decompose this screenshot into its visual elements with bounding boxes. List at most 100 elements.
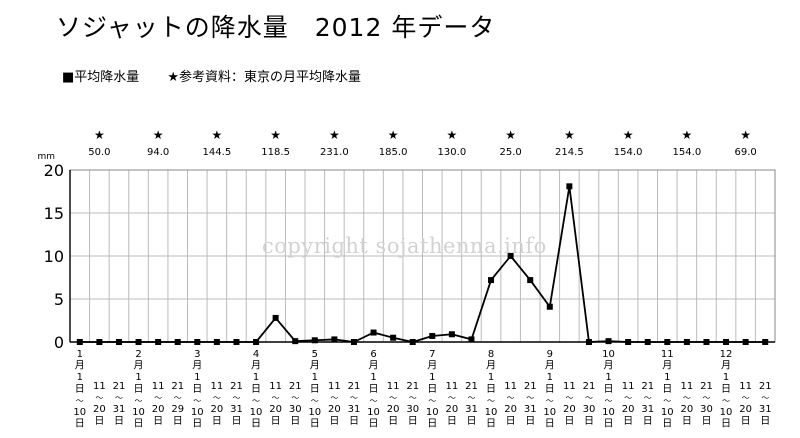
data-point [350,339,357,345]
data-point [625,339,632,345]
chart-title: ソジャットの降水量 2012 年データ [56,13,496,42]
x-tick-label: 21 〜 30 日 [406,381,419,427]
data-point [488,277,495,284]
legend-marker-square: ■ [62,70,75,85]
reference-star-icon: ★ [564,128,575,142]
x-tick-label: 21 〜 31 日 [465,381,478,427]
x-tick-label: 11 〜 20 日 [328,381,341,427]
data-point [546,303,553,310]
legend-label-average: 平均降水量 [74,70,140,85]
data-point [448,331,455,338]
reference-value: 185.0 [379,147,408,158]
y-tick-label: 10 [44,247,64,266]
data-point [468,336,475,343]
reference-star-icon: ★ [94,128,105,142]
data-point [135,339,142,345]
y-tick-label: 20 [44,161,64,180]
data-point [390,334,397,341]
x-tick-label: 11 〜 20 日 [269,381,282,427]
data-point [527,277,534,284]
reference-star-icon: ★ [505,128,516,142]
reference-star-icon: ★ [153,128,164,142]
reference-value: 231.0 [320,147,349,158]
reference-star-icon: ★ [329,128,340,142]
legend-marker-star: ★ [167,70,179,85]
x-tick-label: 21 〜 29 日 [171,381,184,427]
x-tick-label: 11 〜 20 日 [563,381,576,427]
data-point [213,339,220,345]
x-tick-label: 11 〜 20 日 [211,381,224,427]
reference-value: 214.5 [555,147,584,158]
x-tick-label: 21 〜 30 日 [289,381,302,427]
data-point [76,339,83,345]
y-tick-label: 0 [54,333,64,352]
x-tick-label: 2 月 1 日〜 10 日 [132,349,145,430]
data-point [272,314,279,321]
x-tick-label: 11 〜 20 日 [152,381,165,427]
data-point [253,339,260,345]
reference-star-icon: ★ [388,128,399,142]
x-tick-label: 11 月 1 日〜 10 日 [661,349,674,430]
x-tick-label: 4 月 1 日〜 10 日 [250,349,263,430]
reference-star-icon: ★ [211,128,222,142]
series-line-average [79,185,766,343]
reference-value: 50.0 [88,147,110,158]
reference-star-icon: ★ [681,128,692,142]
data-point [762,339,769,345]
data-point [331,336,338,343]
x-tick-label: 21 〜 31 日 [230,381,243,427]
y-axis-unit: mm [37,152,55,162]
data-point [605,338,612,345]
x-tick-label: 1 月 1 日〜 10 日 [73,349,86,430]
x-tick-label: 8 月 1 日〜 10 日 [485,349,498,430]
data-point [311,337,318,344]
reference-value: 154.0 [673,147,702,158]
y-tick-label: 5 [54,290,64,309]
reference-star-icon: ★ [446,128,457,142]
reference-star-icon: ★ [270,128,281,142]
x-tick-label: 5 月 1 日〜 10 日 [308,349,321,430]
data-point [507,253,514,259]
x-tick-label: 7 月 1 日〜 10 日 [426,349,439,430]
x-tick-label: 21 〜 31 日 [524,381,537,427]
data-point [155,339,162,345]
legend-label-tokyo: 参考資料：東京の月平均降水量 [178,70,361,85]
x-tick-label: 11 〜 20 日 [387,381,400,427]
reference-value: 69.0 [734,147,756,158]
data-point [723,339,730,345]
data-point [96,339,103,345]
data-point [409,339,416,345]
data-point [233,339,240,345]
x-tick-label: 3 月 1 日〜 10 日 [191,349,204,430]
data-point [174,339,181,345]
x-tick-label: 11 〜 20 日 [622,381,635,427]
data-point [194,339,201,345]
reference-star-icon: ★ [740,128,751,142]
x-tick-label: 21 〜 31 日 [759,381,772,427]
x-tick-label: 11 〜 20 日 [681,381,694,427]
reference-star-icon: ★ [623,128,634,142]
data-point [370,329,377,336]
data-point [742,339,749,345]
x-tick-label: 11 〜 20 日 [504,381,517,427]
y-tick-label: 15 [44,204,64,223]
data-point [585,339,592,345]
x-tick-label: 21 〜 31 日 [348,381,361,427]
data-point [644,339,651,345]
x-tick-label: 21 〜 31 日 [113,381,126,427]
reference-value: 118.5 [261,147,290,158]
reference-value: 25.0 [499,147,521,158]
x-tick-label: 11 〜 20 日 [739,381,752,427]
data-point [683,339,690,345]
legend: ■平均降水量 ★参考資料：東京の月平均降水量 [62,66,361,85]
x-tick-label: 6 月 1 日〜 10 日 [367,349,380,430]
x-tick-label: 11 〜 20 日 [446,381,459,427]
x-tick-label: 12 月 1 日〜 10 日 [720,349,733,430]
x-tick-label: 10 月 1 日〜 10 日 [602,349,615,430]
x-tick-label: 21 〜 31 日 [641,381,654,427]
reference-value: 144.5 [203,147,232,158]
data-point [664,339,671,345]
data-point [115,339,122,345]
x-tick-label: 11 〜 20 日 [93,381,106,427]
